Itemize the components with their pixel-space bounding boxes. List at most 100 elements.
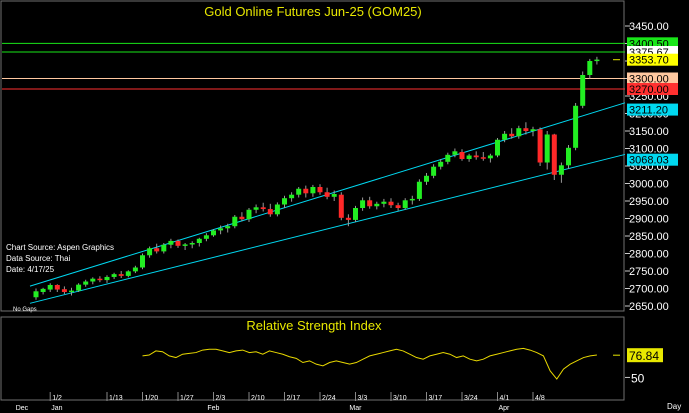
- month-label: Jan: [51, 405, 62, 412]
- month-label: Feb: [207, 405, 219, 412]
- candle-body: [551, 134, 557, 175]
- candle-body: [168, 240, 174, 245]
- candle-body: [282, 198, 287, 205]
- candle-body: [147, 248, 153, 256]
- candle-body: [289, 194, 295, 199]
- candle-body: [97, 278, 103, 281]
- date-note: Date: 4/17/25: [6, 265, 55, 274]
- candle-body: [104, 276, 110, 281]
- candle-body: [161, 244, 167, 252]
- price-tick-label: 2750.00: [629, 266, 669, 278]
- price-tick-label: 3450.00: [629, 21, 669, 33]
- price-tick-label: 2850.00: [629, 231, 669, 243]
- candle-body: [566, 147, 571, 166]
- channel-label-bg: [627, 153, 678, 166]
- candle-body: [132, 267, 138, 272]
- date-label: 4/8: [535, 395, 545, 402]
- candle-body: [317, 187, 323, 193]
- candle-body: [83, 281, 89, 285]
- price-tick-label: 2900.00: [629, 214, 669, 226]
- date-label: 2/10: [251, 395, 265, 402]
- candle-body: [203, 235, 209, 239]
- date-label: 2/3: [216, 395, 226, 402]
- channel-label: 3068.03: [629, 155, 669, 167]
- candlesticks: [33, 56, 600, 300]
- candle-body: [61, 289, 67, 292]
- candle-body: [558, 165, 564, 175]
- horizontal-line-label: 3270.00: [629, 84, 669, 96]
- candle-body: [260, 207, 266, 210]
- date-label: 1/20: [145, 395, 159, 402]
- date-label: 3/10: [393, 395, 407, 402]
- candle-body: [303, 188, 309, 194]
- price-tick-label: 3000.00: [629, 179, 669, 191]
- candle-body: [90, 278, 96, 282]
- candle-body: [218, 228, 224, 231]
- candle-body: [310, 187, 316, 194]
- candle-body: [516, 128, 522, 137]
- no-gaps-note: No Gaps: [13, 307, 37, 313]
- candle-body: [154, 248, 160, 252]
- candle-body: [296, 188, 302, 195]
- candle-body: [395, 205, 401, 208]
- day-label: Day: [667, 402, 681, 411]
- candle-body: [253, 207, 259, 210]
- date-label: 3/24: [464, 395, 478, 402]
- candle-body: [196, 238, 202, 243]
- candle-body: [502, 133, 508, 140]
- candle-body: [487, 155, 493, 159]
- rsi-line: [142, 347, 597, 380]
- candle-body: [523, 128, 529, 131]
- rsi-tick-label: 50: [631, 371, 645, 385]
- candle-body: [473, 155, 479, 158]
- price-tick-label: 3150.00: [629, 126, 669, 138]
- rsi-last-bg: [627, 348, 663, 363]
- chart-source-note: Chart Source: Aspen Graphics: [6, 243, 114, 252]
- price-tick-label: 2700.00: [629, 284, 669, 296]
- candle-body: [480, 157, 486, 159]
- date-label: 3/3: [358, 395, 368, 402]
- channel-label: 3211.20: [629, 105, 668, 117]
- chart-title: Gold Online Futures Jun-25 (GOM25): [204, 4, 421, 19]
- candle-body: [466, 155, 472, 159]
- candle-body: [69, 290, 74, 293]
- candle-body: [424, 175, 429, 182]
- candle-body: [182, 244, 188, 246]
- candle-body: [388, 201, 394, 206]
- candle-body: [175, 240, 181, 246]
- candle-body: [409, 198, 415, 201]
- candle-body: [374, 203, 380, 207]
- candle-body: [345, 217, 351, 220]
- horizontal-lines: [2, 42, 625, 90]
- candle-body: [431, 166, 437, 176]
- candle-body: [232, 216, 238, 227]
- candle-body: [416, 181, 422, 199]
- date-label: 2/17: [287, 395, 301, 402]
- candle-body: [189, 243, 195, 245]
- candle-body: [360, 200, 366, 208]
- candle-body: [537, 129, 543, 163]
- rsi-title: Relative Strength Index: [246, 318, 382, 333]
- candle-body: [40, 288, 46, 292]
- horizontal-line-label-bg: [627, 83, 678, 95]
- month-label: Mar: [349, 405, 362, 412]
- price-tick-label: 2950.00: [629, 196, 669, 208]
- candle-body: [225, 226, 231, 229]
- month-label: Dec: [16, 405, 29, 412]
- candle-body: [452, 151, 458, 155]
- candle-body: [274, 204, 280, 215]
- rsi-panel-frame: [0, 316, 625, 401]
- rsi-last-label: 76.84: [629, 349, 659, 363]
- horizontal-line-label-bg: [627, 72, 678, 85]
- date-label: 2/24: [322, 395, 336, 402]
- date-label: 3/17: [429, 395, 443, 402]
- data-source-note: Data Source: Thai: [6, 254, 71, 263]
- candle-body: [530, 129, 536, 131]
- date-axis: 1/2 1/13 1/20 1/27 2/3 2/10 2/17 2/24 3/3 3/10 3/1…: [16, 392, 545, 412]
- candle-body: [367, 200, 373, 207]
- date-label: 1/27: [180, 395, 194, 402]
- candle-body: [381, 201, 387, 204]
- price-tick-label: 2650.00: [629, 301, 669, 313]
